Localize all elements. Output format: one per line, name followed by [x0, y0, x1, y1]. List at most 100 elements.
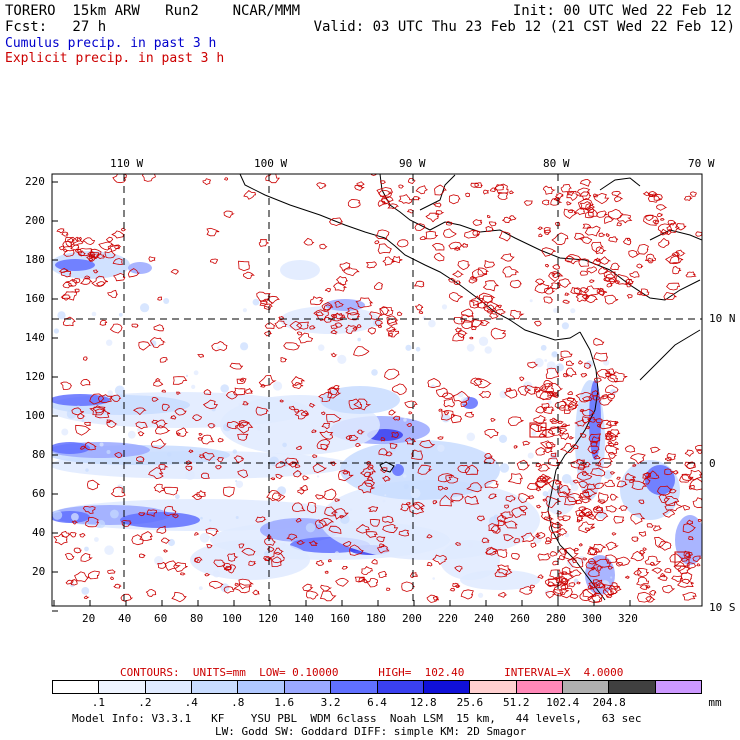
precip-contour [310, 295, 324, 306]
precip-contour [206, 227, 220, 237]
precip-speck [403, 418, 407, 422]
precip-contour [321, 411, 326, 416]
precip-contour [356, 324, 362, 329]
precip-contour [306, 502, 317, 514]
precip-contour [598, 256, 612, 265]
precip-contour [336, 276, 348, 286]
precip-contour [498, 231, 511, 242]
precip-contour [526, 483, 540, 490]
precip-contour [274, 320, 288, 329]
precip-contour [511, 507, 526, 518]
precip-contour [497, 514, 508, 523]
precip-speck [282, 442, 287, 448]
precip-contour [509, 215, 517, 221]
colorbar-cell [562, 681, 610, 693]
precip-contour [316, 438, 331, 451]
lon-label: 80 W [543, 157, 570, 170]
precip-contour [476, 301, 486, 309]
precip-contour [646, 257, 654, 264]
precip-speck [466, 432, 476, 442]
precip-contour [413, 280, 425, 288]
precip-speck [542, 491, 548, 497]
precip-contour [594, 482, 605, 489]
precip-contour [365, 261, 377, 269]
precip-contour [114, 244, 122, 250]
precip-speck [478, 592, 484, 598]
precip-speck [136, 427, 141, 432]
precip-contour [156, 525, 167, 534]
precip-contour [609, 493, 619, 501]
precip-contour [543, 296, 554, 304]
precip-contour [688, 469, 702, 481]
precip-contour [536, 531, 546, 539]
precip-contour [308, 540, 318, 546]
precip-contour [266, 534, 272, 539]
precip-contour [598, 492, 609, 504]
precip-contour [499, 511, 514, 519]
precip-contour [582, 588, 599, 598]
precip-contour [139, 553, 146, 559]
precip-contour [502, 266, 520, 278]
precip-contour [545, 442, 556, 448]
precip-contour [686, 562, 697, 570]
y-tick-label: 20 [32, 565, 46, 578]
precip-contour [604, 273, 617, 283]
colorbar-cell [423, 681, 471, 693]
precip-contour [382, 515, 394, 524]
precip-contour [373, 281, 384, 290]
lat-label: 10 N [709, 312, 736, 325]
precip-contour [160, 537, 171, 544]
precip-speck [466, 343, 475, 352]
precip-contour [209, 580, 224, 589]
precip-contour [557, 420, 565, 424]
precip-contour [662, 509, 675, 518]
precip-contour [653, 536, 668, 548]
precip-contour [543, 379, 554, 388]
precip-contour [488, 221, 497, 227]
precip-contour [301, 410, 310, 416]
precip-contour [556, 528, 568, 536]
precip-contour [592, 395, 602, 401]
precip-contour [580, 373, 588, 378]
precip-contour [584, 225, 601, 237]
x-tick-label: 80 [190, 612, 204, 625]
precip-contour [223, 210, 235, 218]
precip-contour [561, 577, 567, 582]
precip-speck [99, 442, 104, 447]
precip-contour [176, 427, 189, 437]
precip-speck [484, 346, 492, 354]
colorbar-cell [284, 681, 332, 693]
precip-contour [551, 232, 569, 246]
precip-contour [568, 436, 575, 440]
precip-speck [150, 340, 157, 347]
precip-contour [271, 556, 282, 567]
precip-contour [577, 198, 594, 210]
precip-contour [163, 549, 168, 553]
precip-contour [377, 324, 383, 328]
precip-contour [337, 469, 354, 482]
precip-contour [471, 276, 478, 281]
precip-contour [387, 328, 400, 338]
precip-speck [252, 298, 260, 306]
precip-contour [371, 559, 378, 565]
precip-contour [74, 288, 80, 293]
precip-contour [80, 378, 91, 387]
precip-contour [202, 399, 219, 410]
x-tick-label: 60 [154, 612, 168, 625]
lon-label: 90 W [399, 157, 426, 170]
precip-contour [561, 571, 568, 575]
precip-contour [356, 524, 370, 534]
model-title: TORERO 15km ARW Run2 NCAR/MMM [5, 3, 301, 19]
precip-blob [120, 512, 200, 528]
precip-speck [57, 311, 66, 320]
precip-contour [138, 512, 146, 517]
cumulus-precip-field [52, 251, 702, 598]
precip-contour [65, 278, 78, 287]
precip-contour [398, 529, 410, 537]
precip-contour [579, 178, 592, 187]
precip-contour [315, 560, 325, 566]
precip-contour [604, 216, 615, 224]
precip-contour [339, 515, 345, 519]
precip-contour [319, 243, 328, 250]
precip-contour [112, 174, 127, 184]
